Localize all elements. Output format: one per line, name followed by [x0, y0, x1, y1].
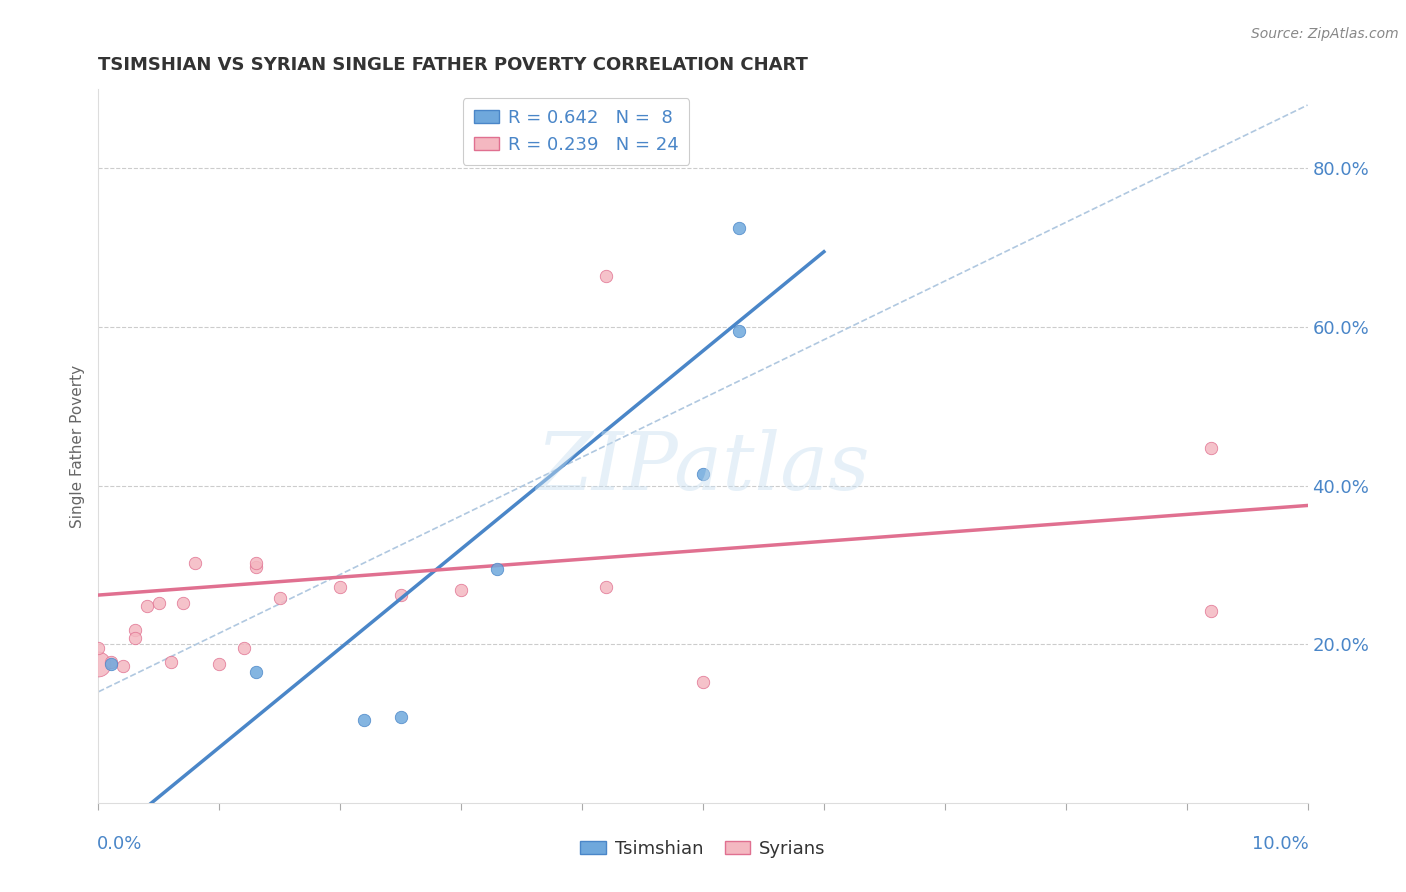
Point [232, 641, 254, 656]
Point [595, 580, 617, 594]
Point [172, 596, 194, 610]
Point [184, 557, 207, 571]
Point [124, 623, 146, 637]
Point [486, 562, 509, 576]
Point [1199, 441, 1222, 455]
Legend: Tsimshian, Syrians: Tsimshian, Syrians [574, 833, 832, 865]
Text: Source: ZipAtlas.com: Source: ZipAtlas.com [1251, 27, 1399, 41]
Point [160, 655, 183, 669]
Point [329, 580, 352, 594]
Point [389, 588, 412, 602]
Point [692, 467, 714, 481]
Point [208, 657, 231, 671]
Text: TSIMSHIAN VS SYRIAN SINGLE FATHER POVERTY CORRELATION CHART: TSIMSHIAN VS SYRIAN SINGLE FATHER POVERT… [98, 56, 808, 74]
Point [450, 583, 472, 598]
Point [728, 221, 751, 235]
Point [245, 665, 267, 679]
Point [87, 657, 110, 671]
Point [728, 324, 751, 338]
Point [1199, 604, 1222, 618]
Text: ZIPatlas: ZIPatlas [536, 429, 870, 506]
Point [389, 710, 412, 724]
Text: 0.0%: 0.0% [97, 835, 142, 853]
Point [595, 268, 617, 283]
Point [135, 599, 157, 614]
Point [87, 641, 110, 656]
Text: 10.0%: 10.0% [1251, 835, 1309, 853]
Point [269, 591, 291, 606]
Point [353, 713, 375, 727]
Point [100, 657, 122, 671]
Y-axis label: Single Father Poverty: Single Father Poverty [69, 365, 84, 527]
Point [692, 675, 714, 690]
Point [245, 559, 267, 574]
Point [148, 596, 170, 610]
Point [124, 631, 146, 645]
Point [245, 557, 267, 571]
Point [111, 659, 134, 673]
Point [100, 655, 122, 669]
